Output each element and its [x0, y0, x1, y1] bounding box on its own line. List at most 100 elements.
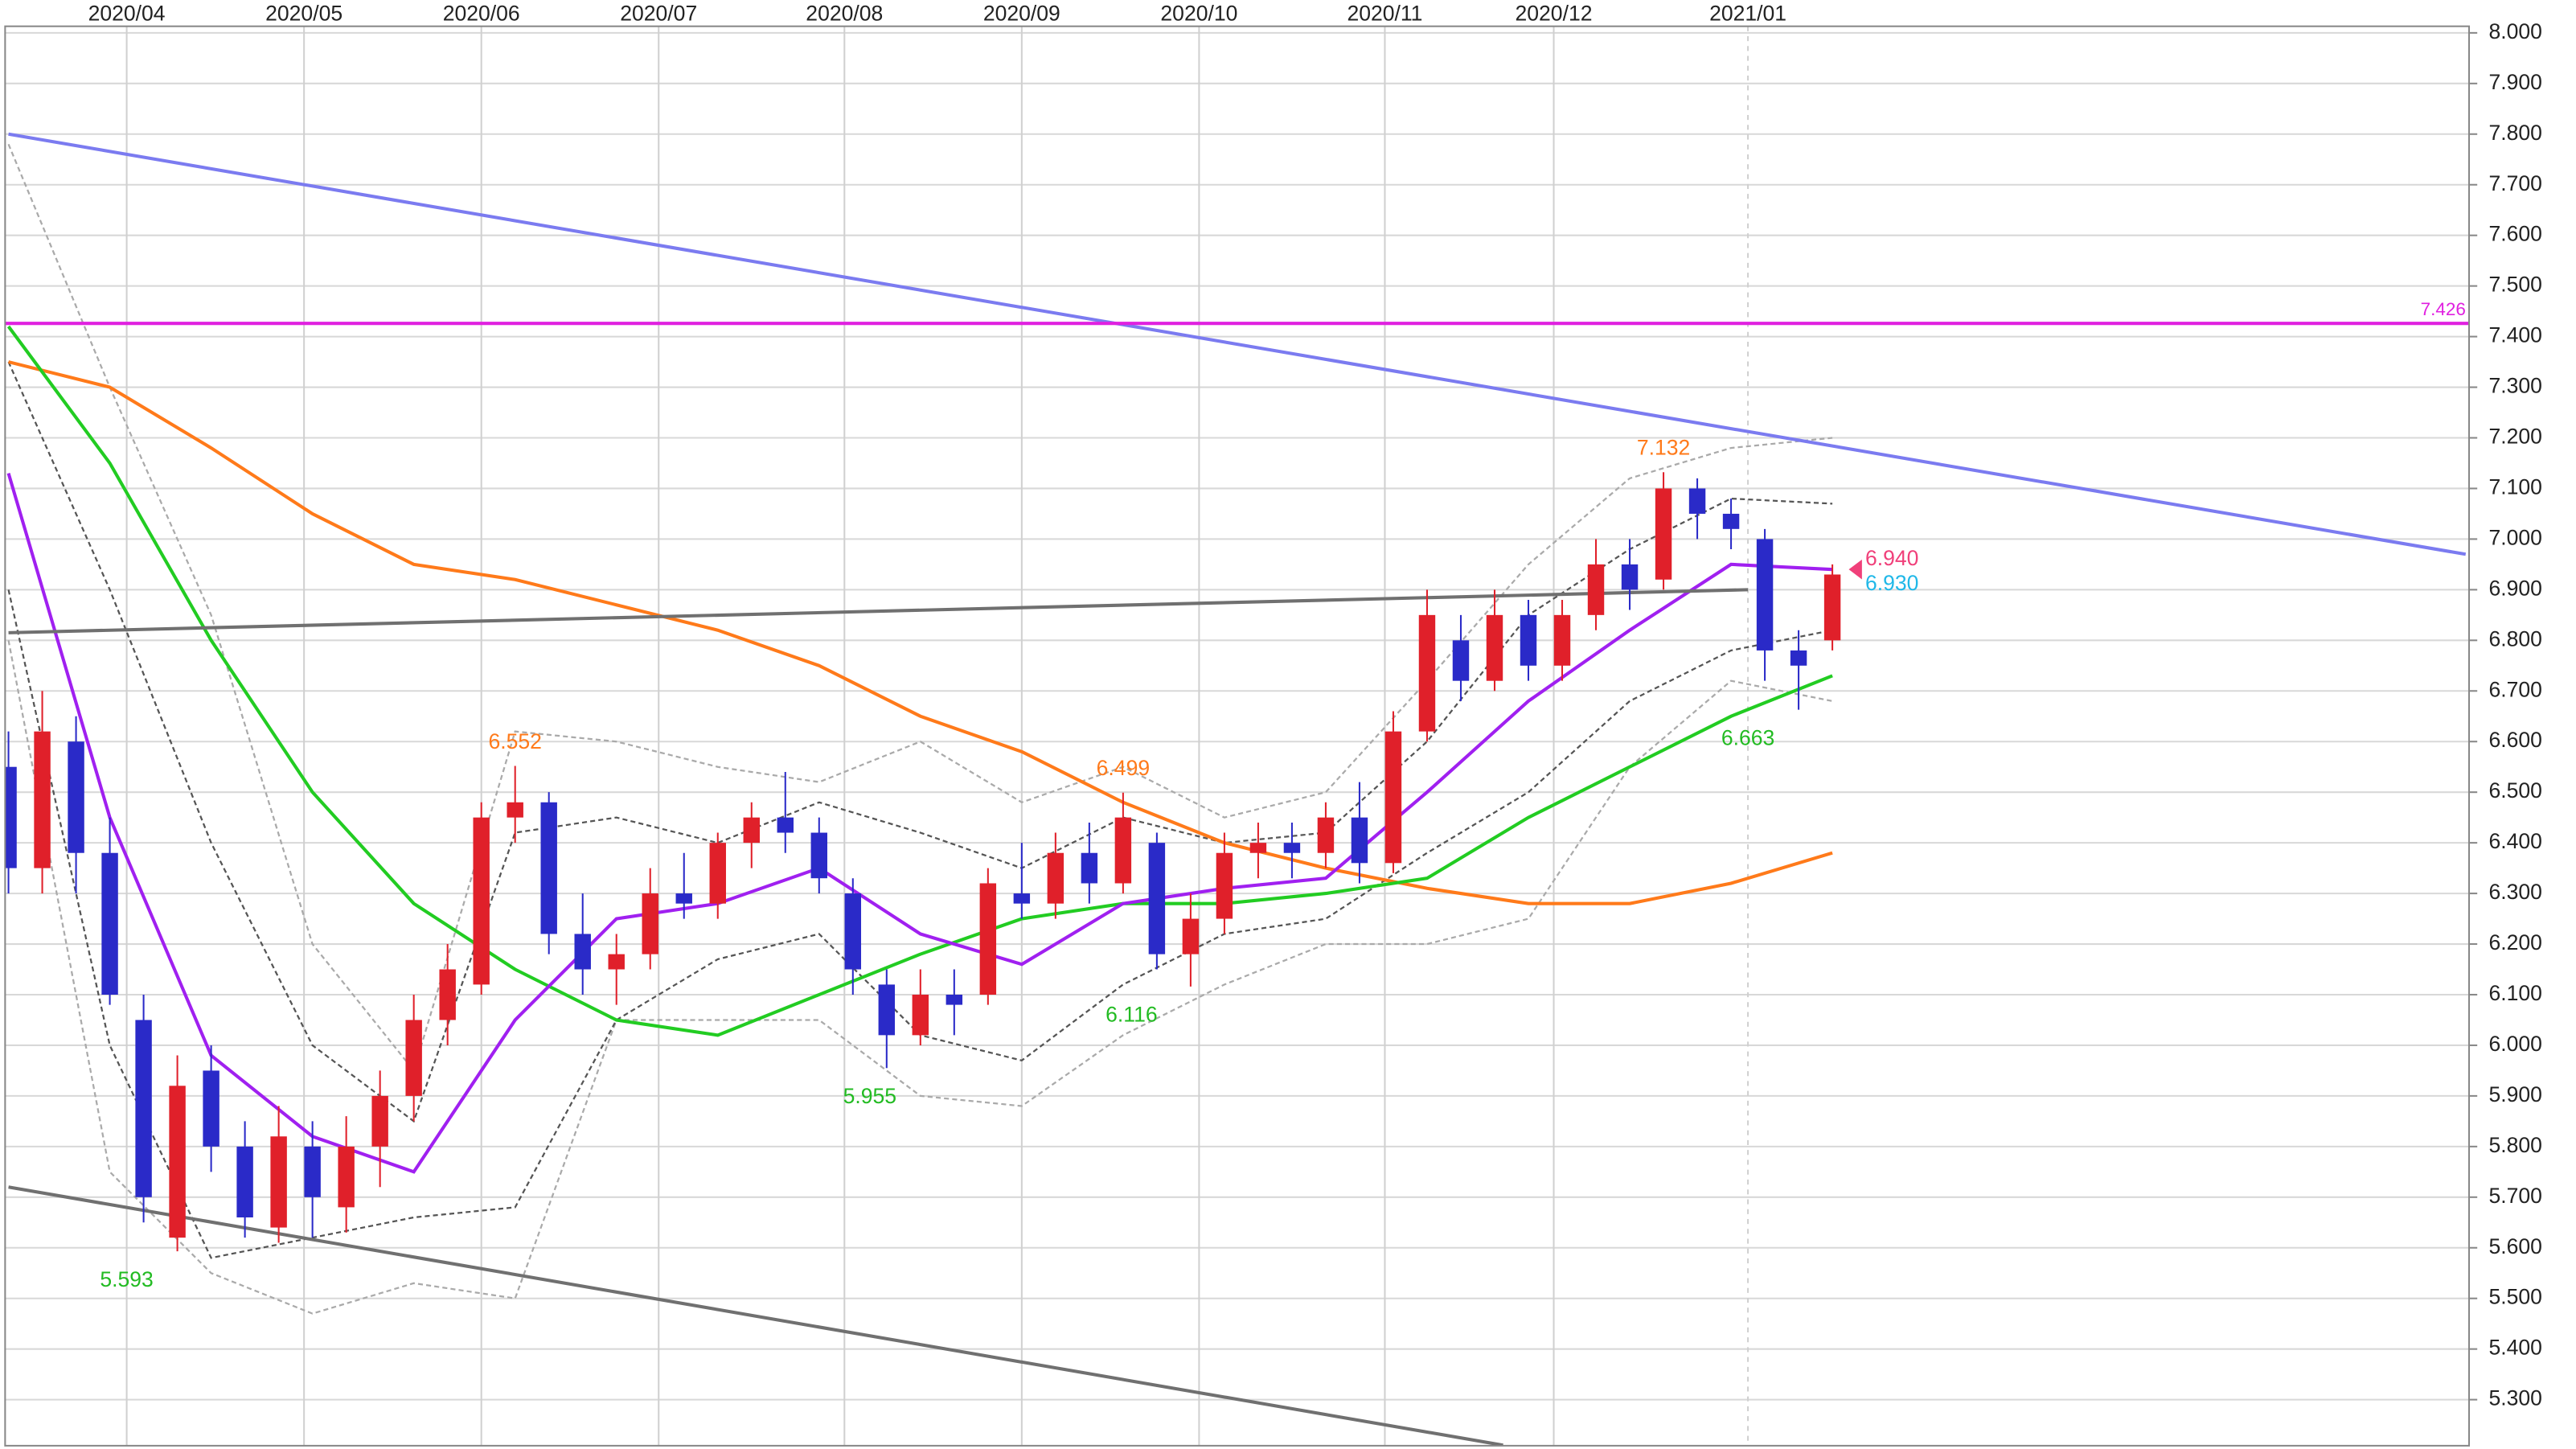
- candle-body: [1013, 893, 1031, 904]
- candle-body: [1317, 817, 1335, 853]
- plot-frame: [4, 25, 2470, 1447]
- y-tick-label: 5.400: [2488, 1336, 2541, 1360]
- candle-body: [1655, 488, 1672, 580]
- y-tick-label: 5.600: [2488, 1234, 2541, 1258]
- plot-area: [5, 132, 2469, 1446]
- x-tick-label: 2020/09: [983, 1, 1060, 25]
- candle-body: [574, 934, 591, 970]
- y-tick-label: 6.500: [2488, 778, 2541, 802]
- y-tick-label: 5.500: [2488, 1285, 2541, 1309]
- y-tick-label: 6.300: [2488, 880, 2541, 904]
- candle-body: [1249, 843, 1267, 853]
- x-tick-label: 2021/01: [1709, 1, 1786, 25]
- candle-body: [1621, 564, 1639, 590]
- line: [8, 588, 1749, 634]
- candle-body: [1351, 817, 1368, 864]
- y-tick-label: 7.200: [2488, 425, 2541, 449]
- candle-body: [1182, 918, 1200, 954]
- candle-body: [135, 1020, 152, 1197]
- candle-body: [878, 984, 896, 1036]
- line: [6, 325, 1833, 1037]
- candle-body: [642, 893, 658, 954]
- candle-body: [236, 1146, 253, 1217]
- candle-body: [507, 802, 523, 818]
- annotation: 5.593: [100, 1267, 153, 1291]
- candle-body: [1418, 614, 1436, 732]
- y-tick-label: 8.000: [2488, 19, 2541, 43]
- last-value-label: 6.930: [1865, 571, 1918, 595]
- y-tick-label: 6.600: [2488, 728, 2541, 752]
- candle-body: [439, 969, 456, 1020]
- x-tick-label: 2020/12: [1516, 1, 1593, 25]
- y-tick-label: 6.100: [2488, 981, 2541, 1005]
- candle-body: [473, 817, 490, 985]
- y-tick-label: 7.100: [2488, 474, 2541, 499]
- x-tick-label: 2020/04: [88, 1, 166, 25]
- candle-body: [304, 1146, 321, 1197]
- y-tick-label: 7.500: [2488, 273, 2541, 297]
- labels: 5.300 5.400 5.500 5.600 5.700 5.800 5.900 6.000…: [88, 1, 2542, 1410]
- candle-body: [1520, 614, 1537, 666]
- candle-body: [979, 883, 997, 995]
- annotation: 5.955: [843, 1084, 896, 1108]
- annotation: 7.132: [1637, 436, 1690, 460]
- y-tick-label: 6.800: [2488, 626, 2541, 651]
- candle-body: [1790, 650, 1807, 666]
- x-tick-label: 2020/11: [1347, 1, 1422, 25]
- y-tick-label: 7.400: [2488, 323, 2541, 347]
- candle-body: [1587, 564, 1605, 615]
- line: [8, 1185, 1503, 1446]
- candle-body: [169, 1086, 186, 1238]
- y-tick-label: 5.700: [2488, 1184, 2541, 1208]
- line: [8, 360, 1833, 905]
- y-tick-label: 6.700: [2488, 677, 2541, 701]
- y-tick-label: 7.900: [2488, 70, 2541, 94]
- x-tick-label: 2020/10: [1160, 1, 1237, 25]
- annotation: 6.663: [1721, 725, 1774, 749]
- candle-body: [1081, 852, 1098, 884]
- x-tick-label: 2020/07: [620, 1, 697, 25]
- band-line: [7, 143, 1833, 1073]
- candle-body: [777, 817, 794, 833]
- grid: [5, 26, 2469, 1446]
- line: [8, 132, 2467, 556]
- candle-body: [844, 893, 862, 970]
- candle-body: [1283, 843, 1301, 853]
- y-tick-label: 7.700: [2488, 171, 2541, 195]
- candle-body: [1553, 614, 1571, 666]
- candle-body: [1047, 852, 1064, 904]
- candle-body: [1823, 574, 1841, 641]
- candle-body: [34, 731, 51, 868]
- annotation: 6.499: [1097, 756, 1150, 780]
- candle-body: [371, 1095, 388, 1147]
- y-tick-label: 5.900: [2488, 1082, 2541, 1106]
- candle-body: [1756, 539, 1774, 651]
- candle-body: [608, 954, 625, 970]
- annotation: 6.552: [488, 729, 541, 753]
- y-tick-label: 6.900: [2488, 576, 2541, 600]
- candle-body: [743, 817, 760, 844]
- candle-body: [5, 766, 17, 868]
- y-tick-label: 6.000: [2488, 1032, 2541, 1056]
- candle-body: [912, 994, 929, 1036]
- horizontal-line-label: 7.426: [2421, 299, 2466, 319]
- candle-body: [68, 741, 84, 853]
- candle-body: [709, 843, 726, 904]
- candle-body: [1216, 852, 1233, 919]
- candle-body: [1148, 843, 1166, 954]
- candle-body: [1688, 488, 1706, 514]
- y-tick-label: 6.200: [2488, 930, 2541, 954]
- candle-body: [405, 1020, 422, 1096]
- x-tick-label: 2020/06: [443, 1, 520, 25]
- candle-body: [203, 1070, 219, 1147]
- last-value-label: 6.940: [1865, 546, 1918, 570]
- candle-body: [270, 1136, 287, 1228]
- y-tick-label: 7.000: [2488, 525, 2541, 549]
- candle-body: [1722, 513, 1740, 529]
- x-tick-label: 2020/05: [265, 1, 343, 25]
- y-tick-label: 7.800: [2488, 121, 2541, 145]
- candle-body: [540, 802, 557, 934]
